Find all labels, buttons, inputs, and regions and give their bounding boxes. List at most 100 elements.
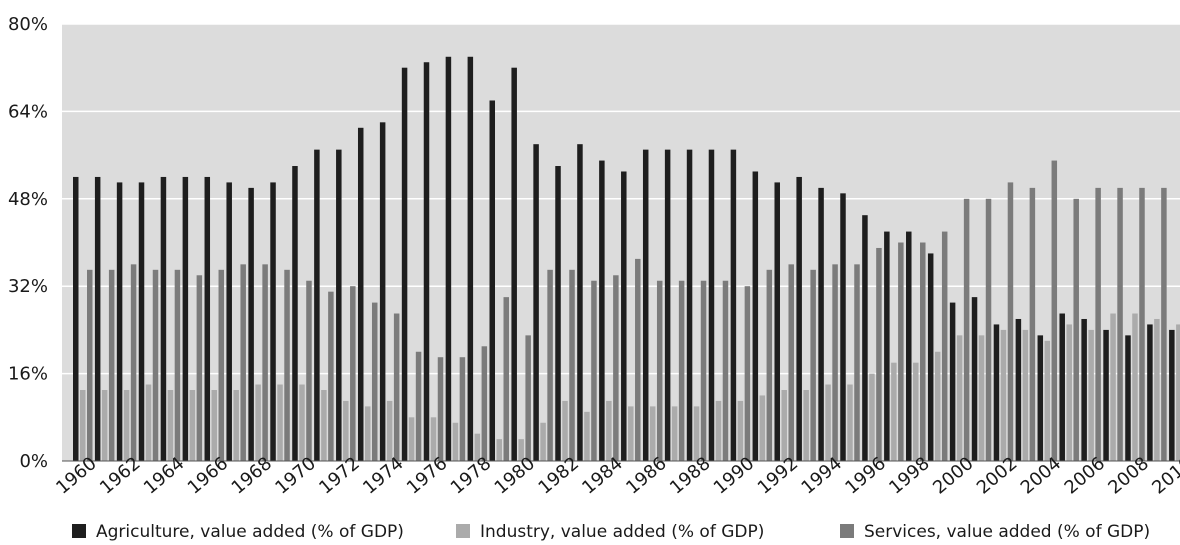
bar-services-1970 xyxy=(306,280,312,461)
bar-agriculture-1974 xyxy=(379,122,386,461)
bar-agriculture-1975 xyxy=(401,67,408,461)
bar-services-1999 xyxy=(941,231,948,461)
bar-services-1978 xyxy=(481,346,488,461)
bar-agriculture-1995 xyxy=(840,193,846,461)
bar-agriculture-2009 xyxy=(1147,324,1153,461)
bar-services-1982 xyxy=(569,269,575,461)
bar-agriculture-1970 xyxy=(292,166,298,461)
bar-agriculture-1977 xyxy=(445,56,452,462)
bar-services-1986 xyxy=(656,280,663,461)
bar-services-1996 xyxy=(876,247,882,461)
bar-industry-1993 xyxy=(803,389,809,461)
bar-services-1994 xyxy=(832,264,838,461)
bar-services-1968 xyxy=(262,264,268,461)
legend-label: Services, value added (% of GDP) xyxy=(864,522,1150,542)
bar-agriculture-1963 xyxy=(138,182,145,461)
bar-industry-1975 xyxy=(408,417,415,461)
bar-services-1997 xyxy=(898,242,904,461)
bar-agriculture-1972 xyxy=(336,149,342,461)
bar-industry-1978 xyxy=(474,433,481,461)
legend-item: Services, value added (% of GDP) xyxy=(840,522,1150,542)
bar-industry-1963 xyxy=(145,384,152,461)
bar-industry-1979 xyxy=(496,439,503,461)
bar-services-2008 xyxy=(1139,187,1145,462)
bar-services-1998 xyxy=(920,242,926,461)
bar-industry-1980 xyxy=(518,439,524,461)
bar-agriculture-1967 xyxy=(226,182,232,461)
bar-agriculture-1982 xyxy=(555,166,561,461)
bar-services-1980 xyxy=(525,335,531,461)
bar-industry-1988 xyxy=(693,406,700,462)
bar-services-1987 xyxy=(678,280,685,461)
bar-services-1960 xyxy=(87,269,93,461)
bar-services-2004 xyxy=(1051,160,1058,461)
bar-agriculture-1973 xyxy=(357,127,364,461)
bar-industry-1991 xyxy=(759,395,766,461)
bar-industry-2001 xyxy=(978,335,985,461)
bar-services-1979 xyxy=(503,297,510,462)
bar-industry-1970 xyxy=(299,384,305,461)
bar-industry-1962 xyxy=(123,389,130,461)
bar-agriculture-1994 xyxy=(818,187,824,462)
bar-agriculture-2004 xyxy=(1037,335,1044,461)
bar-agriculture-1978 xyxy=(467,56,474,462)
bar-services-2001 xyxy=(985,198,992,462)
bar-services-1981 xyxy=(547,269,553,461)
y-tick-label: 64% xyxy=(8,101,48,122)
bar-services-1992 xyxy=(788,264,794,461)
bar-services-1977 xyxy=(459,357,466,461)
bar-agriculture-1980 xyxy=(511,67,517,461)
bar-industry-2009 xyxy=(1154,318,1160,461)
bar-agriculture-1962 xyxy=(116,182,123,461)
bar-industry-1997 xyxy=(891,362,897,461)
bar-agriculture-2006 xyxy=(1081,318,1087,461)
bar-industry-1992 xyxy=(781,389,787,461)
bar-industry-1994 xyxy=(825,384,831,461)
bar-agriculture-1989 xyxy=(708,149,715,461)
bar-services-1995 xyxy=(854,264,860,461)
bar-services-1964 xyxy=(174,269,181,461)
plot-background xyxy=(62,24,1180,461)
bar-agriculture-1984 xyxy=(599,160,605,461)
bar-services-1971 xyxy=(328,291,334,461)
bar-agriculture-1998 xyxy=(906,231,912,461)
bar-industry-1964 xyxy=(167,389,174,461)
legend-label: Agriculture, value added (% of GDP) xyxy=(96,522,404,542)
bar-industry-2000 xyxy=(956,335,963,461)
bar-industry-1990 xyxy=(737,400,744,461)
bar-agriculture-1976 xyxy=(423,62,430,462)
bar-agriculture-1966 xyxy=(204,176,211,461)
bar-agriculture-1985 xyxy=(621,171,627,462)
bar-agriculture-1971 xyxy=(314,149,320,461)
bar-agriculture-1981 xyxy=(533,144,539,461)
bar-services-1984 xyxy=(613,275,619,461)
bar-industry-1989 xyxy=(715,400,722,461)
bar-services-2009 xyxy=(1161,187,1167,462)
bar-industry-2002 xyxy=(1000,329,1007,461)
bar-services-1974 xyxy=(393,313,400,461)
bar-services-1973 xyxy=(371,302,378,461)
bar-industry-2003 xyxy=(1022,329,1029,461)
bar-agriculture-2010 xyxy=(1169,329,1175,461)
bar-agriculture-2007 xyxy=(1103,329,1109,461)
bar-services-2007 xyxy=(1117,187,1123,462)
bar-industry-1972 xyxy=(343,400,349,461)
bar-industry-2008 xyxy=(1132,313,1138,461)
bar-industry-1965 xyxy=(189,389,196,461)
bar-agriculture-2008 xyxy=(1125,335,1131,461)
bar-industry-2005 xyxy=(1066,324,1072,461)
bar-agriculture-2001 xyxy=(971,297,978,462)
x-axis: 1960196219641966196819701972197419761978… xyxy=(52,453,1180,499)
bar-industry-2004 xyxy=(1044,340,1051,461)
bar-industry-1977 xyxy=(452,422,459,461)
legend-item: Agriculture, value added (% of GDP) xyxy=(72,522,404,542)
bar-services-1990 xyxy=(744,286,751,461)
bar-agriculture-2003 xyxy=(1015,318,1022,461)
bar-industry-1995 xyxy=(847,384,853,461)
bar-industry-1973 xyxy=(364,406,371,462)
bar-agriculture-1999 xyxy=(927,253,934,461)
bar-agriculture-1988 xyxy=(686,149,693,461)
bar-agriculture-1969 xyxy=(270,182,276,461)
bar-industry-1966 xyxy=(211,389,218,461)
